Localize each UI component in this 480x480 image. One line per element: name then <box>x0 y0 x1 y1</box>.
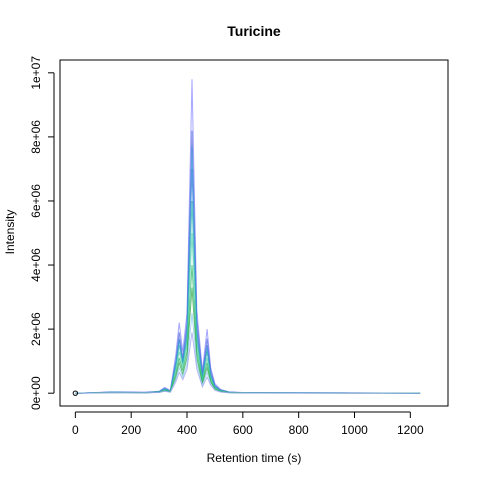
x-tick-label: 1200 <box>397 423 424 437</box>
y-tick-label: 0e+00 <box>29 376 43 410</box>
plot-frame <box>59 59 449 407</box>
x-axis-label: Retention time (s) <box>207 451 302 465</box>
y-tick-label: 2e+06 <box>29 312 43 346</box>
x-tick-label: 600 <box>233 423 253 437</box>
axis-layer: 0 200 400 600 800 1000 1200 0e+00 2e+06 4e+06 6e+0… <box>29 56 424 437</box>
series-layer <box>72 79 421 396</box>
y-tick-label: 1e+07 <box>29 56 43 90</box>
y-tick-label: 4e+06 <box>29 248 43 282</box>
x-tick-label: 0 <box>72 423 79 437</box>
x-tick-label: 800 <box>289 423 309 437</box>
series-line-10 <box>75 332 421 394</box>
y-tick-label: 8e+06 <box>29 120 43 154</box>
origin-marker <box>72 390 79 396</box>
y-axis-label: Intensity <box>3 210 17 255</box>
x-tick-label: 400 <box>177 423 197 437</box>
y-tick-label: 6e+06 <box>29 184 43 218</box>
x-tick-label: 1000 <box>341 423 368 437</box>
x-tick-label: 200 <box>121 423 141 437</box>
chart-title: Turicine <box>227 23 281 39</box>
